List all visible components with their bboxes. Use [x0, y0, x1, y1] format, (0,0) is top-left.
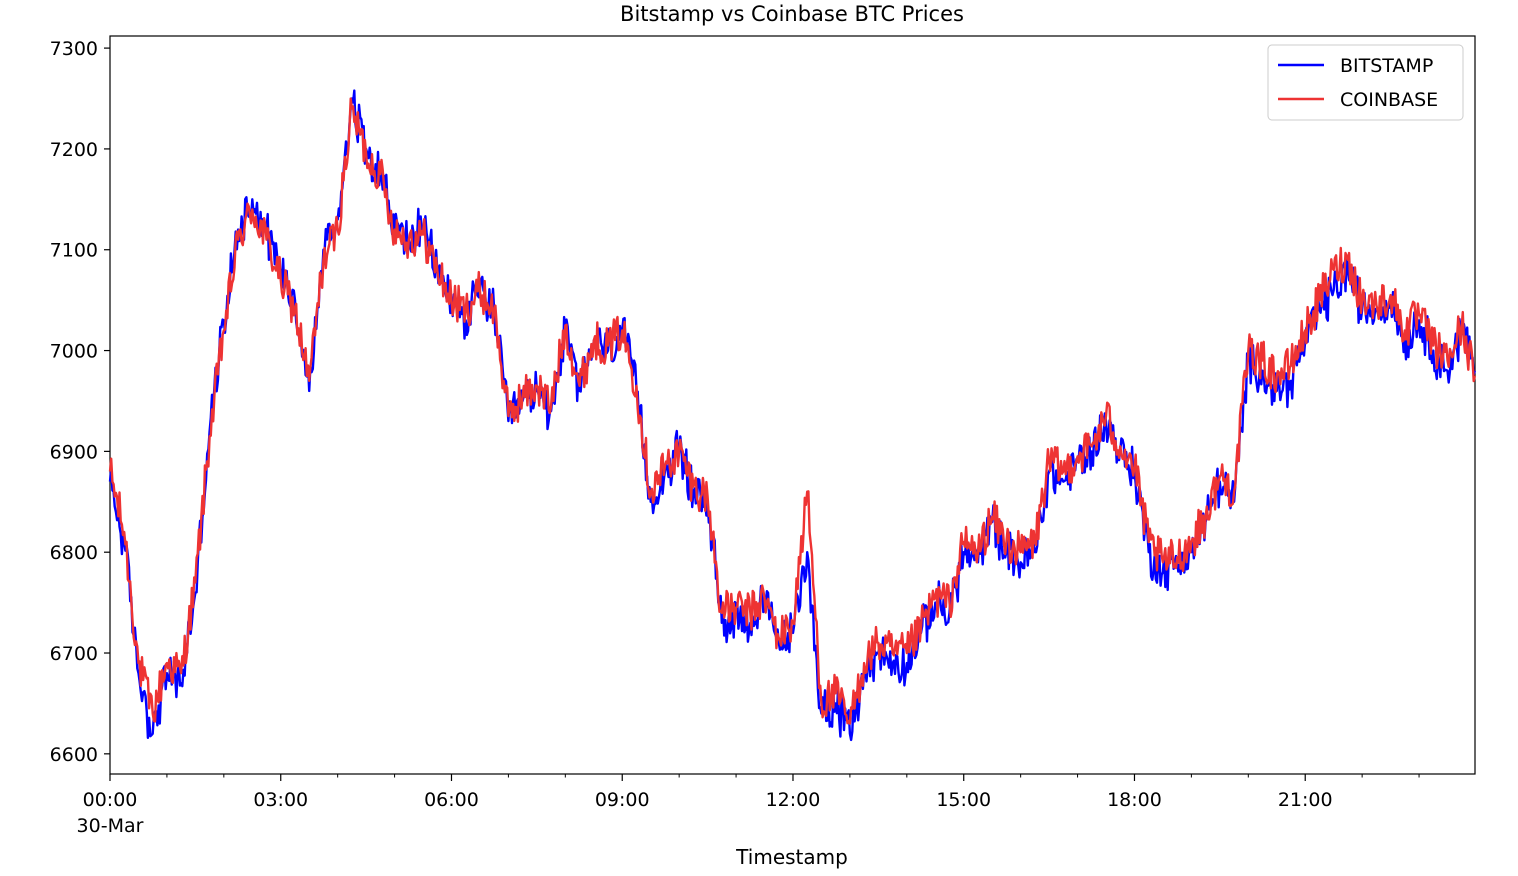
y-tick-label: 6600 [50, 744, 98, 766]
x-tick-label: 00:00 [83, 789, 138, 811]
y-tick-label: 6800 [50, 542, 98, 564]
legend-label-coinbase: COINBASE [1340, 89, 1438, 111]
x-tick-label: 03:00 [253, 789, 308, 811]
x-tick-label: 06:00 [424, 789, 479, 811]
series-layer [108, 89, 1476, 742]
y-tick-label: 6900 [50, 441, 98, 463]
axes-frame [109, 35, 1476, 775]
legend: BITSTAMP COINBASE [1267, 44, 1464, 121]
x-tick-label: 15:00 [936, 789, 991, 811]
legend-label-bitstamp: BITSTAMP [1340, 55, 1433, 77]
chart-title: Bitstamp vs Coinbase BTC Prices [620, 2, 964, 26]
y-tick-label: 6700 [50, 643, 98, 665]
series-line-coinbase [108, 97, 1476, 725]
y-tick-label: 7100 [50, 240, 98, 262]
y-tick-label: 7000 [50, 341, 98, 363]
x-axis: 00:00 03:00 06:00 09:00 12:00 15:00 18:00 21:00… [77, 774, 1420, 837]
x-tick-label: 18:00 [1107, 789, 1162, 811]
y-axis: 6600 6700 6800 6900 7000 7100 7200 7300 [50, 38, 110, 766]
x-axis-label: Timestamp [735, 845, 848, 869]
plot-area [108, 35, 1476, 775]
y-tick-label: 7300 [50, 38, 98, 60]
x-tick-date-label: 30-Mar [77, 815, 144, 837]
y-tick-label: 7200 [50, 139, 98, 161]
x-tick-label: 09:00 [595, 789, 650, 811]
x-tick-label: 21:00 [1278, 789, 1333, 811]
x-tick-label: 12:00 [766, 789, 821, 811]
